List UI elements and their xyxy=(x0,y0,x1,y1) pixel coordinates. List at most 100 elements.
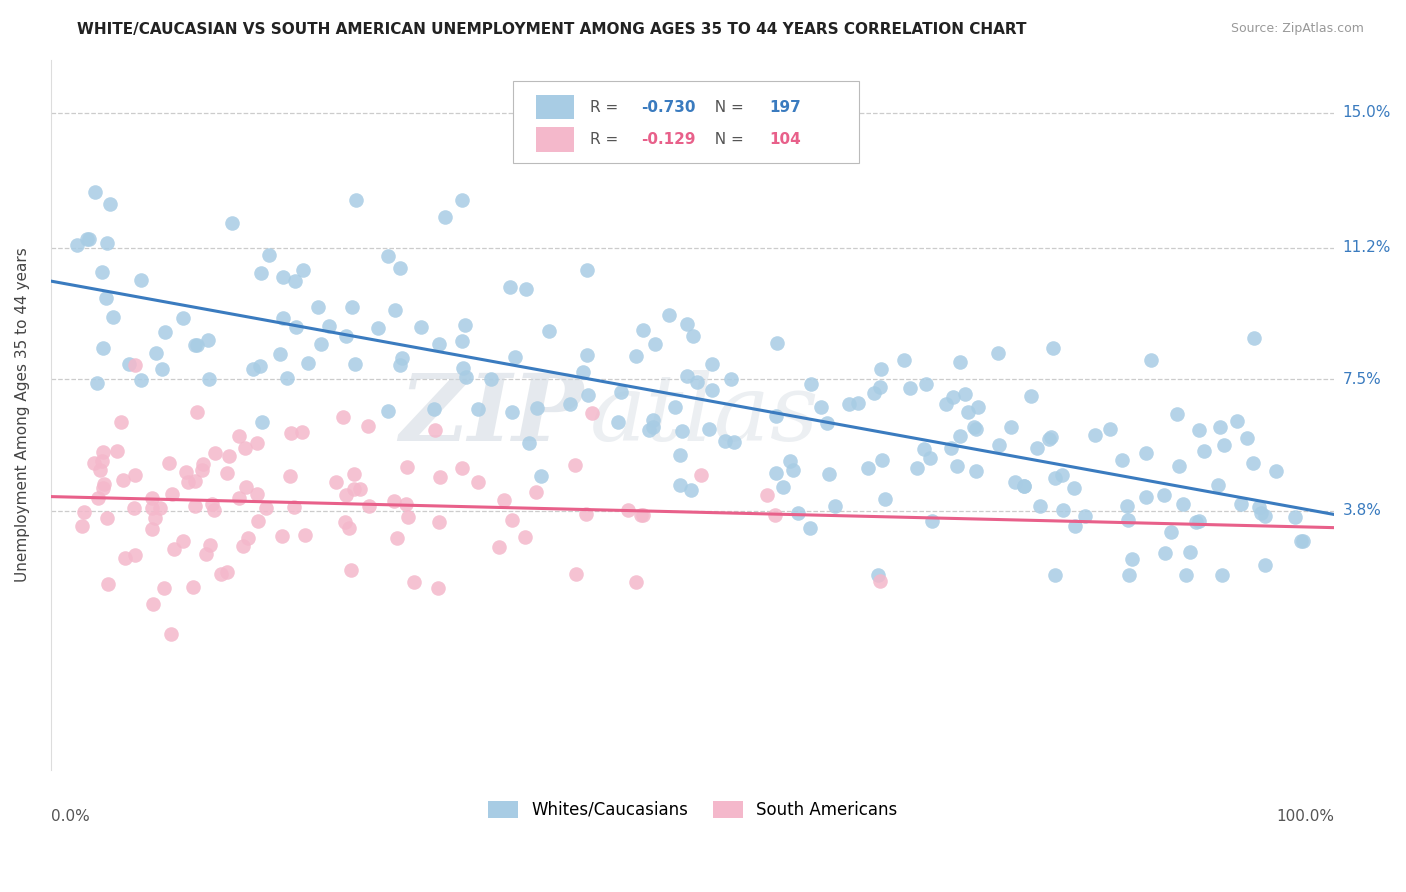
Point xyxy=(197,372,219,386)
Point xyxy=(66,238,89,252)
Point xyxy=(402,574,425,589)
Point xyxy=(453,361,475,376)
Point xyxy=(965,464,987,478)
Point xyxy=(174,465,197,479)
Text: Source: ZipAtlas.com: Source: ZipAtlas.com xyxy=(1230,22,1364,36)
Point xyxy=(765,409,787,424)
Point xyxy=(96,511,118,525)
Point xyxy=(538,324,561,338)
Point xyxy=(280,426,302,441)
Point xyxy=(1185,515,1208,529)
Point xyxy=(530,468,553,483)
Point xyxy=(1153,546,1175,560)
Point xyxy=(450,461,472,475)
Text: 104: 104 xyxy=(769,132,801,147)
Point xyxy=(343,467,366,482)
Point xyxy=(671,424,693,438)
Text: WHITE/CAUCASIAN VS SOUTH AMERICAN UNEMPLOYMENT AMONG AGES 35 TO 44 YEARS CORRELA: WHITE/CAUCASIAN VS SOUTH AMERICAN UNEMPL… xyxy=(77,22,1026,37)
Point xyxy=(284,320,307,334)
Point xyxy=(1254,509,1277,524)
Point xyxy=(76,231,98,245)
Point xyxy=(779,454,801,468)
Point xyxy=(332,410,354,425)
Point xyxy=(382,494,405,508)
Point xyxy=(1135,446,1157,460)
Point xyxy=(638,423,661,437)
Point xyxy=(467,402,489,417)
Point xyxy=(427,336,450,351)
Point xyxy=(1121,552,1143,566)
Point xyxy=(1168,459,1191,474)
Point xyxy=(118,357,141,371)
Point xyxy=(966,401,988,415)
Point xyxy=(221,216,243,230)
Point xyxy=(1211,567,1233,582)
Point xyxy=(91,454,114,468)
Point xyxy=(564,458,586,472)
Point xyxy=(172,311,194,326)
Point xyxy=(359,500,381,514)
Point xyxy=(150,362,173,376)
Point xyxy=(644,336,666,351)
Point xyxy=(517,435,540,450)
Point xyxy=(1188,423,1211,437)
Text: -0.129: -0.129 xyxy=(641,132,696,147)
Point xyxy=(141,491,163,505)
Point xyxy=(875,492,897,507)
Point xyxy=(155,325,177,339)
Point xyxy=(357,419,380,434)
Point xyxy=(818,467,841,482)
Point xyxy=(114,551,136,566)
Point xyxy=(965,422,987,436)
Point xyxy=(1226,414,1249,428)
Point xyxy=(643,413,665,427)
Point xyxy=(105,444,128,458)
Text: ZIP: ZIP xyxy=(399,370,583,459)
Point xyxy=(631,323,654,337)
Point xyxy=(800,377,823,392)
Point xyxy=(572,365,595,379)
Text: N =: N = xyxy=(706,132,749,147)
Point xyxy=(194,547,217,561)
Point xyxy=(186,404,208,418)
Point xyxy=(233,441,256,455)
Text: 7.5%: 7.5% xyxy=(1343,372,1381,387)
Point xyxy=(682,329,704,343)
Point xyxy=(1118,567,1140,582)
Point xyxy=(1029,499,1052,513)
Text: atlas: atlas xyxy=(591,370,820,459)
Point xyxy=(385,531,408,545)
Point xyxy=(197,333,219,347)
Point xyxy=(291,425,314,439)
Point xyxy=(124,358,146,372)
Point xyxy=(1135,490,1157,504)
Point xyxy=(526,401,548,415)
Point xyxy=(1063,481,1085,495)
Point xyxy=(215,565,238,579)
Point xyxy=(1250,506,1272,520)
Text: 0.0%: 0.0% xyxy=(51,809,90,824)
Point xyxy=(700,357,723,371)
Point xyxy=(129,373,152,387)
Point xyxy=(344,194,367,208)
Point xyxy=(129,272,152,286)
Point xyxy=(564,566,586,581)
Point xyxy=(1243,331,1265,345)
Point xyxy=(141,522,163,536)
Point xyxy=(160,627,183,641)
Point xyxy=(142,597,165,611)
Point xyxy=(1213,438,1236,452)
Point xyxy=(953,387,976,401)
Point xyxy=(427,515,450,529)
Point xyxy=(987,345,1010,359)
Point xyxy=(765,467,787,481)
Point xyxy=(1241,456,1264,470)
Point xyxy=(668,478,690,492)
Point xyxy=(429,470,451,484)
Point xyxy=(846,396,869,410)
Point xyxy=(77,232,100,246)
Point xyxy=(1045,567,1067,582)
Point xyxy=(242,361,264,376)
Point xyxy=(1000,420,1022,434)
Point xyxy=(630,508,652,523)
